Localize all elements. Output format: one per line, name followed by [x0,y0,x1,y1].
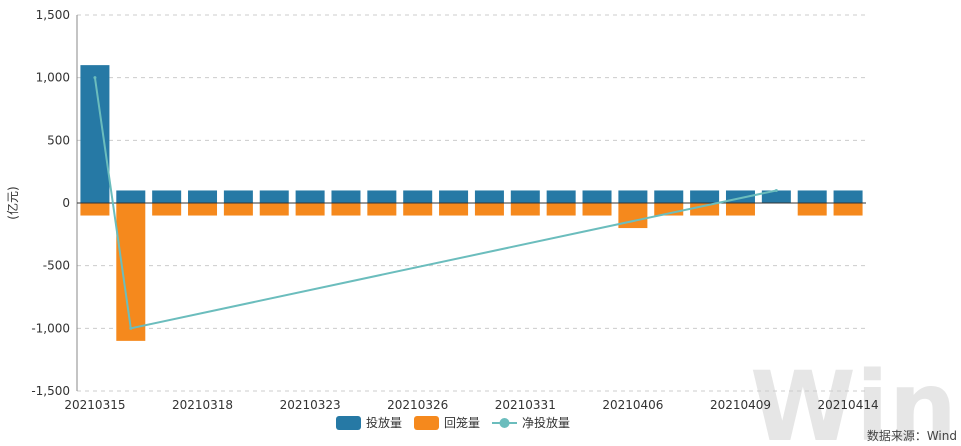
bar-injection [259,190,289,203]
bar-withdrawal [582,203,612,216]
legend-label: 回笼量 [444,415,480,430]
bar-injection [797,190,827,203]
bar-withdrawal [690,203,720,216]
legend-swatch-marker [499,418,510,428]
bar-withdrawal [367,203,397,216]
y-tick-label: 0 [62,196,70,210]
bar-injection [582,190,612,203]
y-tick-label: -1,500 [31,384,70,398]
bar-injection [188,190,218,203]
bar-injection [403,190,433,203]
x-tick-label: 20210315 [64,398,125,412]
bar-withdrawal [188,203,218,216]
grid [77,14,866,392]
y-tick-label: 500 [47,133,70,147]
bar-withdrawal [546,203,576,216]
x-tick-label: 20210326 [387,398,448,412]
legend-label: 投放量 [366,415,402,430]
bar-injection [546,190,576,203]
bar-withdrawal [725,203,755,216]
bar-injection [367,190,397,203]
y-tick-label: 1,500 [36,8,70,22]
net-injection-point [129,326,133,330]
y-tick-label: -1,000 [31,321,70,335]
bar-withdrawal [331,203,361,216]
bar-injection [80,65,110,203]
legend-swatch [414,416,439,430]
x-tick-label: 20210331 [495,398,556,412]
bar-injection [223,190,253,203]
bar-withdrawal [618,203,648,229]
bar-withdrawal [797,203,827,216]
bar-withdrawal [259,203,289,216]
bar-withdrawal [223,203,253,216]
bar-withdrawal [510,203,540,216]
bar-withdrawal [80,203,110,216]
net-injection-point [774,188,778,192]
bar-injection [654,190,684,203]
legend: 投放量 回笼量 净投放量 [336,415,570,430]
bar-injection [761,190,791,203]
bar-injection [116,190,146,203]
x-tick-label: 20210323 [280,398,341,412]
x-tick-label: 20210414 [818,398,879,412]
bar-withdrawal [152,203,182,216]
watermark-text: Wind [750,351,961,446]
bar-injection [618,190,648,203]
bar-withdrawal [295,203,325,216]
legend-label: 净投放量 [522,415,570,430]
bar-injection [833,190,863,203]
bar-injection [295,190,325,203]
bar-injection [474,190,504,203]
bar-withdrawal [474,203,504,216]
bar-injection [152,190,182,203]
net-line [93,76,778,330]
bar-withdrawal [833,203,863,216]
bar-injection [439,190,469,203]
net-injection-point [93,76,97,80]
bar-withdrawal [403,203,433,216]
axes: -1,500 -1,000 -500 0 500 1,000 1,500 20210315 20… [31,8,878,412]
x-tick-label: 20210406 [602,398,663,412]
bar-withdrawal [116,203,146,341]
source-note: 数据来源：Wind [867,428,957,443]
bar-injection [690,190,720,203]
y-tick-label: -500 [43,259,70,273]
bars [80,65,863,341]
y-tick-label: 1,000 [36,71,70,85]
x-tick-label: 20210409 [710,398,771,412]
bar-injection [510,190,540,203]
x-tick-label: 20210318 [172,398,233,412]
bar-withdrawal [439,203,469,216]
bar-injection [331,190,361,203]
legend-swatch [336,416,361,430]
y-axis-label: (亿元) [5,186,20,219]
